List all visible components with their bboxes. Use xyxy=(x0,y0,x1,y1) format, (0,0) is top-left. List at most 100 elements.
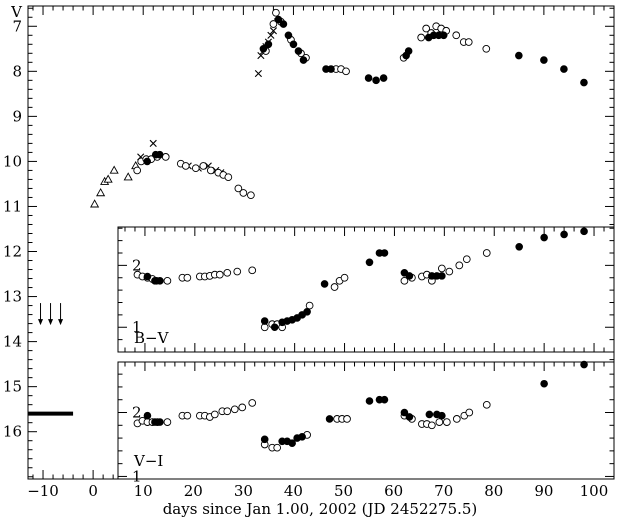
y-tick-label: 2 xyxy=(132,256,142,274)
data-point-filled-circle xyxy=(259,44,268,53)
data-point-open-circle xyxy=(330,283,339,291)
data-point-open-circle xyxy=(238,403,247,412)
arrow-head xyxy=(58,319,64,326)
data-point-filled-circle xyxy=(289,40,298,49)
x-tick-label: 90 xyxy=(534,482,553,500)
arrow-head xyxy=(38,319,44,326)
data-point-open-circle xyxy=(215,270,224,279)
data-point-filled-circle xyxy=(260,317,269,325)
data-point-filled-circle xyxy=(143,411,152,420)
data-point-open-circle xyxy=(482,400,491,409)
x-tick-label: 10 xyxy=(134,482,153,500)
x-tick-label: 40 xyxy=(284,482,303,500)
data-point-filled-circle xyxy=(284,31,293,40)
y-tick-label: 11 xyxy=(3,197,22,215)
data-point-filled-circle xyxy=(303,307,311,316)
bv-panel-label: B−V xyxy=(134,329,170,347)
data-point-filled-circle xyxy=(379,74,388,82)
data-point-open-circle xyxy=(248,399,257,407)
data-point-open-circle xyxy=(133,166,142,175)
data-point-open-circle xyxy=(455,261,464,270)
data-point-open-circle xyxy=(199,162,208,170)
data-point-open-circle xyxy=(223,268,232,277)
data-point-filled-circle xyxy=(327,65,335,73)
x-tick-label: 0 xyxy=(88,482,98,500)
y-tick-label: 9 xyxy=(12,107,22,125)
x-axis-label: days since Jan 1.00, 2002 (JD 2452275.5) xyxy=(163,500,478,518)
data-point-filled-circle xyxy=(540,379,548,388)
data-point-filled-circle xyxy=(439,31,448,40)
y-tick-label: 1 xyxy=(132,467,142,485)
data-point-open-circle xyxy=(248,266,257,275)
data-point-open-circle xyxy=(482,44,491,53)
x-tick-label: 80 xyxy=(484,482,503,500)
data-point-open-circle xyxy=(342,67,350,76)
data-point-open-circle xyxy=(183,273,192,282)
data-point-filled-circle xyxy=(372,76,380,85)
data-point-filled-circle xyxy=(365,258,374,267)
data-series-group-vi xyxy=(133,360,588,452)
data-point-open-circle xyxy=(247,191,255,200)
data-point-open-circle xyxy=(482,249,491,257)
data-point-open-triangle xyxy=(103,174,113,183)
data-point-open-circle xyxy=(422,24,431,33)
vi-panel-background xyxy=(118,362,614,479)
data-point-open-circle xyxy=(435,418,444,426)
data-point-filled-circle xyxy=(274,15,283,24)
x-tick-label: 100 xyxy=(580,482,609,500)
y-tick-label: 2 xyxy=(132,404,142,422)
upper-limit-arrow xyxy=(58,303,64,326)
data-point-cross xyxy=(267,31,275,39)
data-point-filled-circle xyxy=(155,150,164,159)
data-point-filled-circle xyxy=(260,435,269,444)
data-point-open-circle xyxy=(163,418,172,426)
x-tick-label: −10 xyxy=(27,482,59,500)
data-point-open-circle xyxy=(452,31,461,40)
data-point-filled-circle xyxy=(365,397,374,405)
data-point-open-circle xyxy=(442,418,451,426)
data-point-open-circle xyxy=(343,415,351,423)
data-point-open-triangle xyxy=(90,199,100,208)
data-point-filled-circle xyxy=(405,413,414,421)
data-point-open-circle xyxy=(400,276,409,285)
data-series-group-v xyxy=(90,8,588,208)
data-point-filled-circle xyxy=(156,418,164,426)
y-tick-label: 10 xyxy=(3,152,22,170)
data-point-filled-circle xyxy=(580,78,588,87)
data-point-filled-circle xyxy=(279,20,288,28)
data-point-open-circle xyxy=(191,164,200,173)
data-point-cross xyxy=(149,139,157,147)
data-point-filled-circle xyxy=(298,433,306,441)
upper-limit-arrow xyxy=(48,303,54,326)
vi-panel-label: V−I xyxy=(133,452,163,470)
data-point-open-circle xyxy=(210,410,219,419)
v-axis-label: V xyxy=(10,3,23,21)
data-point-open-circle xyxy=(305,301,314,310)
data-point-open-circle xyxy=(428,421,436,430)
data-point-filled-circle xyxy=(270,323,279,332)
data-point-open-circle xyxy=(206,166,215,175)
data-point-open-circle xyxy=(234,184,243,193)
arrow-head xyxy=(48,319,54,326)
data-point-filled-circle xyxy=(405,272,414,280)
data-point-open-circle xyxy=(260,323,269,332)
data-point-filled-circle xyxy=(560,230,568,239)
upper-limit-arrow xyxy=(38,303,44,326)
data-point-open-circle xyxy=(269,20,278,28)
y-tick-label: 8 xyxy=(12,62,22,80)
y-tick-label: 12 xyxy=(3,243,22,261)
y-tick-label: 16 xyxy=(3,423,22,441)
data-point-filled-circle xyxy=(560,65,568,73)
data-point-filled-circle xyxy=(320,280,329,288)
data-point-filled-circle xyxy=(156,277,164,285)
data-point-open-triangle xyxy=(96,188,106,197)
data-point-open-circle xyxy=(437,264,446,273)
data-point-open-circle xyxy=(464,38,473,46)
data-point-open-circle xyxy=(445,267,454,276)
data-point-open-circle xyxy=(233,267,242,276)
data-point-open-circle xyxy=(230,405,239,414)
data-point-filled-circle xyxy=(540,56,548,64)
data-point-filled-circle xyxy=(580,360,588,369)
data-point-filled-circle xyxy=(264,40,273,49)
